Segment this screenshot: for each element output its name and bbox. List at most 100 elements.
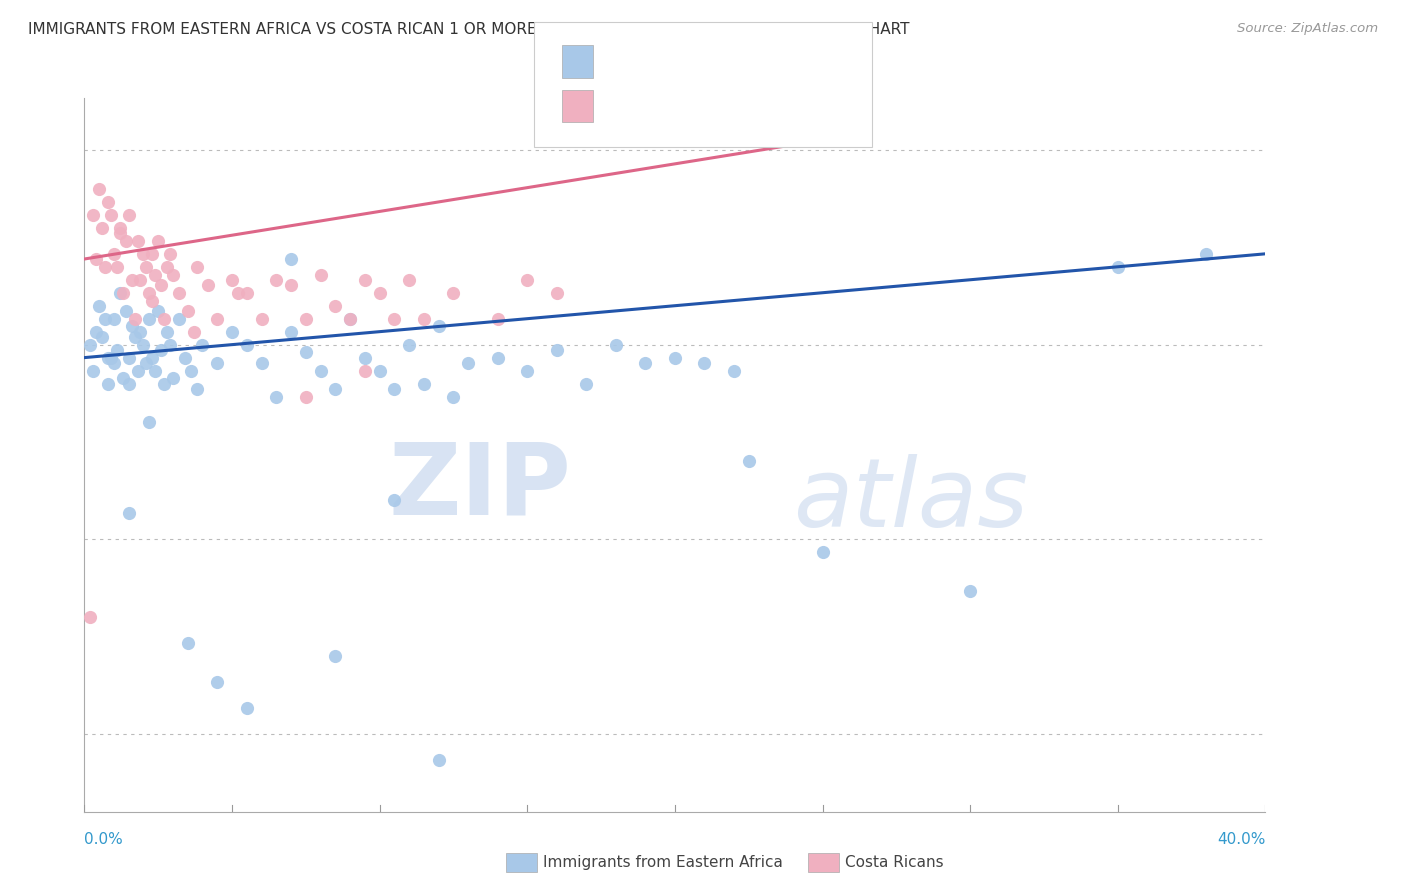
- Point: [664, 351, 686, 365]
- Point: [723, 363, 745, 377]
- Point: [266, 390, 288, 404]
- Point: [486, 311, 509, 326]
- Point: [148, 304, 170, 318]
- Point: [84, 252, 107, 266]
- Point: [368, 363, 391, 377]
- Point: [236, 701, 259, 715]
- Point: [173, 351, 195, 365]
- Point: [398, 273, 420, 287]
- Point: [959, 584, 981, 599]
- Point: [105, 260, 128, 274]
- Point: [811, 545, 834, 559]
- Point: [575, 376, 598, 391]
- Point: [443, 390, 465, 404]
- Point: [127, 363, 149, 377]
- Point: [124, 330, 146, 344]
- Point: [354, 351, 377, 365]
- Point: [354, 363, 377, 377]
- Text: Source: ZipAtlas.com: Source: ZipAtlas.com: [1237, 22, 1378, 36]
- Point: [118, 506, 141, 520]
- Point: [103, 356, 125, 370]
- Point: [207, 675, 229, 690]
- Point: [280, 277, 302, 292]
- Point: [79, 610, 101, 624]
- Point: [309, 363, 332, 377]
- Text: 0.0%: 0.0%: [84, 832, 124, 847]
- Point: [103, 311, 125, 326]
- Text: R = 0.172   N = 78: R = 0.172 N = 78: [602, 54, 747, 68]
- Point: [156, 325, 179, 339]
- Point: [207, 356, 229, 370]
- Point: [457, 356, 479, 370]
- Point: [280, 325, 302, 339]
- Point: [191, 337, 214, 351]
- Point: [167, 311, 190, 326]
- Point: [143, 363, 166, 377]
- Point: [197, 277, 219, 292]
- Point: [693, 356, 716, 370]
- Point: [486, 351, 509, 365]
- Point: [159, 247, 181, 261]
- Point: [127, 234, 149, 248]
- Point: [132, 247, 155, 261]
- Point: [226, 285, 249, 300]
- Point: [141, 293, 163, 308]
- Point: [516, 273, 538, 287]
- Point: [250, 311, 273, 326]
- Point: [1107, 260, 1129, 274]
- Point: [111, 285, 134, 300]
- Point: [443, 285, 465, 300]
- Point: [108, 226, 131, 240]
- Point: [634, 356, 657, 370]
- Point: [132, 337, 155, 351]
- Point: [114, 304, 136, 318]
- Point: [100, 208, 122, 222]
- Point: [143, 268, 166, 282]
- Point: [295, 345, 318, 359]
- Point: [207, 311, 229, 326]
- Point: [309, 268, 332, 282]
- Point: [135, 356, 157, 370]
- Point: [159, 337, 181, 351]
- Text: Immigrants from Eastern Africa: Immigrants from Eastern Africa: [543, 855, 783, 870]
- Point: [162, 371, 184, 385]
- Point: [546, 285, 568, 300]
- Point: [118, 376, 141, 391]
- Point: [186, 382, 208, 396]
- Point: [398, 337, 420, 351]
- Point: [97, 376, 120, 391]
- Point: [177, 636, 200, 650]
- Point: [295, 390, 318, 404]
- Point: [91, 220, 114, 235]
- Text: 40.0%: 40.0%: [1218, 832, 1265, 847]
- Point: [82, 208, 104, 222]
- Point: [546, 343, 568, 357]
- Point: [141, 247, 163, 261]
- Point: [91, 330, 114, 344]
- Point: [103, 247, 125, 261]
- Point: [516, 363, 538, 377]
- Point: [124, 311, 146, 326]
- Point: [156, 260, 179, 274]
- Point: [339, 311, 361, 326]
- Point: [94, 260, 117, 274]
- Point: [138, 416, 160, 430]
- Point: [129, 325, 152, 339]
- Point: [413, 311, 436, 326]
- Point: [221, 325, 243, 339]
- Point: [118, 351, 141, 365]
- Point: [427, 319, 450, 334]
- Point: [177, 304, 200, 318]
- Point: [427, 753, 450, 767]
- Point: [325, 382, 347, 396]
- Point: [413, 376, 436, 391]
- Point: [97, 194, 120, 209]
- Point: [129, 273, 152, 287]
- Point: [180, 363, 202, 377]
- Point: [150, 343, 173, 357]
- Point: [266, 273, 288, 287]
- Point: [368, 285, 391, 300]
- Point: [82, 363, 104, 377]
- Point: [121, 273, 143, 287]
- Point: [108, 285, 131, 300]
